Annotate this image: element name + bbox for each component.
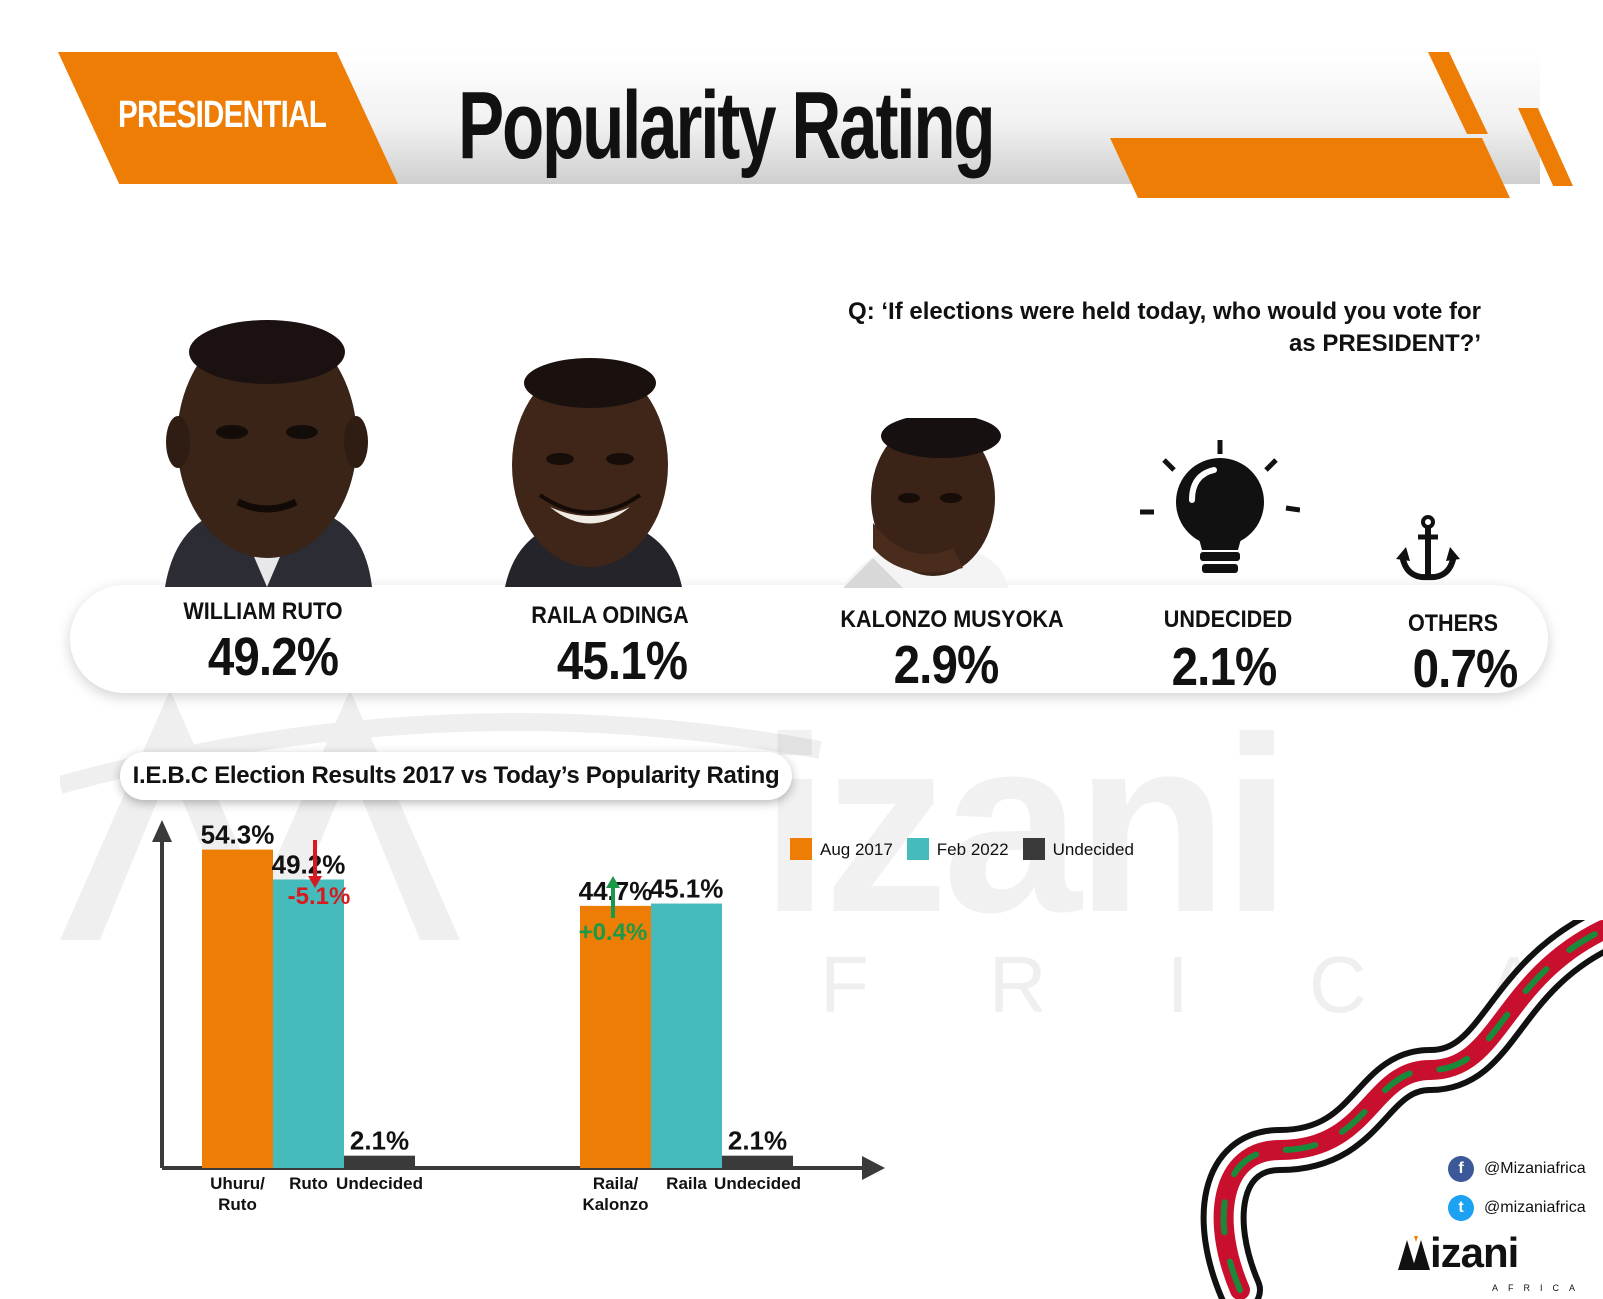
- twitter-icon: t: [1448, 1195, 1474, 1221]
- bar: [651, 903, 722, 1168]
- question-line-1: Q: ‘If elections were held today, who wo…: [848, 298, 1481, 325]
- category-label: Undecided: [714, 1174, 801, 1193]
- facebook-icon: f: [1448, 1156, 1474, 1182]
- candidate-name: RAILA ODINGA: [531, 602, 689, 629]
- y-axis-arrow: [152, 820, 172, 842]
- legend-swatch: [790, 838, 812, 860]
- watermark-sub: FRICA: [820, 940, 1603, 1029]
- results-strip: [70, 585, 1548, 693]
- chart-legend: Aug 2017 Feb 2022 Undecided: [790, 838, 1134, 860]
- legend-label: Feb 2022: [936, 839, 1009, 859]
- category-label: Uhuru/: [210, 1174, 265, 1193]
- mizani-logo-sub: AFRICA: [1492, 1283, 1586, 1293]
- category-label: Kalonzo: [582, 1195, 648, 1214]
- candidate-percentage: 2.9%: [893, 635, 1000, 695]
- category-label: Ruto: [289, 1174, 328, 1193]
- bar: [580, 905, 651, 1168]
- category-label: Raila/: [593, 1174, 639, 1193]
- legend-swatch: [906, 838, 929, 860]
- candidate-name: WILLIAM RUTO: [183, 598, 343, 625]
- header-stripe: [1110, 138, 1510, 198]
- question-line-2: as PRESIDENT?’: [1288, 329, 1481, 357]
- twitter-label: @mizaniafrica: [1484, 1199, 1586, 1216]
- candidate-photo-raila: [505, 358, 682, 587]
- legend-swatch: [1022, 838, 1045, 860]
- candidate-percentage: 0.7%: [1412, 639, 1519, 699]
- candidate-photo-ruto: [165, 320, 372, 587]
- bar: [273, 879, 344, 1168]
- bar-value-label: 49.2%: [272, 850, 346, 880]
- page-title: Popularity Rating: [458, 72, 996, 179]
- presidential-tag: [58, 52, 398, 184]
- twitter-handle[interactable]: t @mizaniafrica: [1448, 1195, 1586, 1221]
- candidate-percentage: 49.2%: [207, 627, 339, 687]
- candidate-percentage: 2.1%: [1171, 637, 1278, 697]
- legend-label: Aug 2017: [820, 839, 893, 859]
- candidate-photo-kalonzo: [843, 418, 1008, 588]
- facebook-label: @Mizaniafrica: [1484, 1160, 1586, 1177]
- bar: [722, 1155, 793, 1168]
- legend-item: Aug 2017: [790, 838, 893, 860]
- candidate-name: UNDECIDED: [1163, 606, 1293, 633]
- legend-item: Feb 2022: [906, 838, 1009, 860]
- candidate-name: KALONZO MUSYOKA: [840, 606, 1064, 633]
- change-label: -5.1%: [288, 883, 351, 910]
- chart-subtitle: I.E.B.C Election Results 2017 vs Today’s…: [120, 752, 792, 800]
- change-arrow-head: [308, 876, 322, 888]
- kenya-flag-ribbon: [1200, 920, 1603, 1299]
- x-axis-arrow: [862, 1156, 885, 1180]
- category-label: Ruto: [218, 1195, 257, 1214]
- candidate-percentage: 45.1%: [556, 631, 688, 691]
- survey-question: Q: ‘If elections were held today, who wo…: [841, 296, 1481, 359]
- legend-label: Undecided: [1052, 839, 1134, 859]
- lightbulb-icon: [1140, 440, 1300, 573]
- category-label: Undecided: [336, 1174, 423, 1193]
- change-label: +0.4%: [579, 919, 648, 946]
- bar: [202, 849, 273, 1168]
- bar-value-label: 2.1%: [350, 1126, 409, 1156]
- bar-value-label: 54.3%: [201, 820, 275, 850]
- comparison-bar-chart: 54.3% Uhuru/Ruto 49.2% Ruto 2.1% Undecided -5.…: [152, 820, 885, 1214]
- anchor-icon: [1396, 515, 1460, 581]
- facebook-handle[interactable]: f @Mizaniafrica: [1448, 1156, 1586, 1182]
- change-arrow-head: [606, 876, 620, 888]
- mizani-logo-icon: [1398, 1236, 1430, 1270]
- bar: [344, 1155, 415, 1168]
- bar-value-label: 2.1%: [728, 1126, 787, 1156]
- watermark-word: izani: [760, 685, 1292, 964]
- candidate-name: OTHERS: [1407, 610, 1498, 637]
- bar-value-label: 45.1%: [650, 874, 724, 904]
- legend-item: Undecided: [1022, 838, 1134, 860]
- presidential-tag-label: PRESIDENTIAL: [118, 94, 327, 136]
- category-label: Raila: [666, 1174, 707, 1193]
- mizani-logo: izani: [1430, 1229, 1519, 1276]
